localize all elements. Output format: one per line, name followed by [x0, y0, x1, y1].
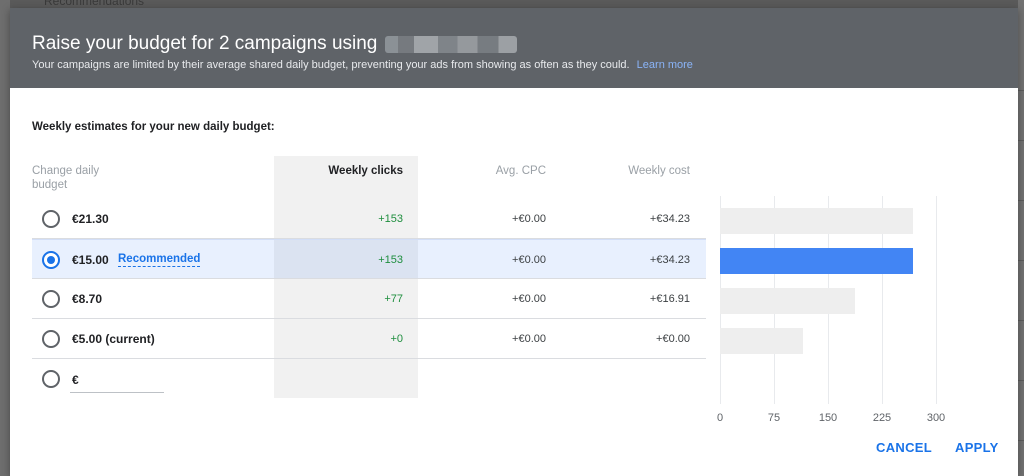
chart-x-tick-label: 225 — [872, 412, 892, 424]
avg-cpc: +€0.00 — [512, 254, 546, 266]
dialog-title-text: Raise your budget for 2 campaigns using — [32, 33, 378, 54]
budget-amount: €21.30 — [72, 212, 109, 226]
cancel-button[interactable]: CANCEL — [876, 440, 932, 455]
chart-bar-option — [720, 288, 856, 314]
redacted-strategy-name — [385, 35, 518, 53]
background-header: Recommendations — [0, 0, 1024, 10]
budget-radio[interactable] — [42, 370, 60, 388]
column-header-budget: Change daily budget — [32, 165, 100, 191]
budget-radio[interactable] — [42, 330, 60, 348]
weekly-cost: +€0.00 — [656, 333, 690, 345]
column-header-cost: Weekly cost — [628, 165, 690, 177]
weekly-clicks: +77 — [384, 293, 403, 305]
weekly-clicks: +153 — [378, 213, 403, 225]
weekly-clicks: +0 — [390, 333, 403, 345]
section-title: Weekly estimates for your new daily budg… — [32, 121, 275, 133]
budget-option-row-current[interactable]: €5.00 (current) +0 +€0.00 +€0.00 — [32, 319, 706, 359]
avg-cpc: +€0.00 — [512, 293, 546, 305]
dialog-title: Raise your budget for 2 campaigns using — [32, 33, 518, 55]
apply-button[interactable]: APPLY — [955, 440, 999, 455]
weekly-cost: +€34.23 — [649, 213, 690, 225]
dialog-subtitle: Your campaigns are limited by their aver… — [32, 59, 693, 71]
weekly-cost: +€16.91 — [649, 293, 690, 305]
recommended-badge[interactable]: Recommended — [118, 253, 201, 267]
budget-amount: €8.70 — [72, 292, 103, 306]
chart-gridline — [936, 196, 937, 404]
clicks-column-highlight — [274, 156, 418, 398]
background-header-label: Recommendations — [44, 0, 145, 8]
budget-clicks-chart: 0 75 150 225 300 — [716, 196, 988, 426]
budget-radio-selected[interactable] — [42, 251, 60, 269]
chart-x-tick-label: 0 — [716, 412, 724, 424]
column-header-cpc: Avg. CPC — [495, 165, 546, 177]
raise-budget-dialog: Raise your budget for 2 campaigns using … — [10, 8, 1018, 476]
budget-option-row-custom[interactable] — [32, 359, 706, 399]
chart-bar-selected — [720, 248, 913, 274]
budget-option-row[interactable]: €8.70 +77 +€0.00 +€16.91 — [32, 279, 706, 319]
weekly-clicks: +153 — [378, 254, 403, 266]
background-left-edge — [0, 0, 10, 476]
background-right-edge — [1018, 0, 1024, 476]
custom-budget-input[interactable] — [70, 367, 164, 393]
avg-cpc: +€0.00 — [512, 333, 546, 345]
chart-x-tick-label: 300 — [926, 412, 946, 424]
avg-cpc: +€0.00 — [512, 213, 546, 225]
budget-radio[interactable] — [42, 210, 60, 228]
chart-bar-option — [720, 328, 803, 354]
dialog-header: Raise your budget for 2 campaigns using … — [10, 8, 1018, 88]
budget-amount: €15.00 — [72, 253, 109, 267]
budget-radio[interactable] — [42, 290, 60, 308]
weekly-cost: +€34.23 — [649, 254, 690, 266]
budget-amount: €5.00 (current) — [72, 332, 155, 346]
chart-gridline — [882, 196, 883, 404]
learn-more-link[interactable]: Learn more — [636, 59, 693, 71]
chart-x-tick-label: 150 — [818, 412, 838, 424]
budget-estimates-table: Change daily budget Weekly clicks Avg. C… — [32, 156, 706, 398]
budget-option-row[interactable]: €21.30 +153 +€0.00 +€34.23 — [32, 199, 706, 239]
chart-x-tick-label: 75 — [767, 412, 781, 424]
column-header-clicks: Weekly clicks — [328, 165, 403, 177]
dialog-subtitle-text: Your campaigns are limited by their aver… — [32, 59, 630, 71]
budget-option-row-recommended[interactable]: €15.00 Recommended +153 +€0.00 +€34.23 — [32, 239, 706, 279]
chart-bar-option — [720, 208, 913, 234]
